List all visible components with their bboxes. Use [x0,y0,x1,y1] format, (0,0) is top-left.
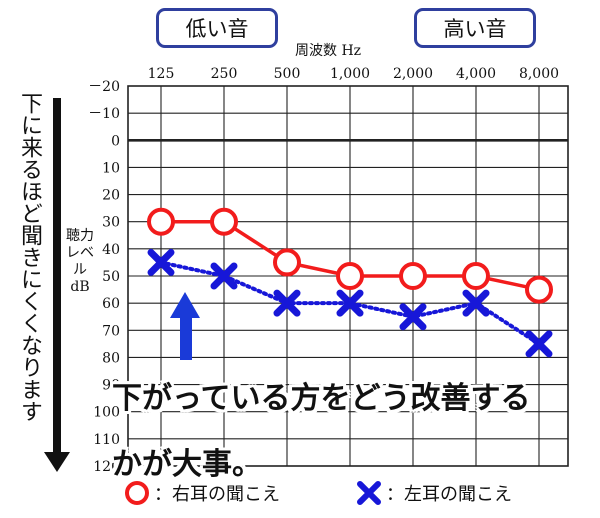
circle-marker-icon [125,481,149,505]
high-tone-box: 高い音 [414,8,536,48]
cross-marker-icon [357,481,381,505]
low-tone-box: 低い音 [156,8,278,48]
left-ear-point [525,330,553,358]
down-arrow-shaft [53,98,61,456]
y-tick-label: －10 [88,106,120,122]
y-tick-label: 20 [102,188,120,204]
left-ear-point [147,248,175,276]
legend-right-ear: ：右耳の聞こえ [124,479,280,507]
left-ear-point [462,289,490,317]
right-ear-point [336,262,364,290]
x-tick-label: 1,000 [330,66,370,82]
left-ear-point [210,262,238,290]
x-tick-label: 500 [274,66,301,82]
legend-right-label: ：右耳の聞こえ [154,484,280,505]
x-tick-label: 125 [148,66,175,82]
y-tick-label: 70 [102,323,120,339]
high-tone-label: 高い音 [443,17,507,41]
y-tick-label: 10 [102,160,120,176]
right-ear-point [462,262,490,290]
y-axis-title: 聴力レベル dB [66,228,94,295]
x-tick-label: 250 [211,66,238,82]
y-tick-label: 0 [111,133,120,149]
y-tick-label: 120 [93,459,120,475]
left-ear-point [273,289,301,317]
y-tick-label: 100 [93,405,120,421]
y-tick-label: 80 [102,350,120,366]
callout-line-2: かが大事。 [112,447,262,482]
y-tick-label: 60 [102,296,120,312]
y-tick-label: 50 [102,269,120,285]
y-tick-label: 90 [102,378,120,394]
x-tick-label: 8,000 [519,66,559,82]
left-ear-point [399,303,427,331]
x-axis-title: 周波数 Hz [295,43,362,59]
right-ear-point [399,262,427,290]
y-tick-label: －20 [88,79,120,95]
x-tick-label: 4,000 [456,66,496,82]
legend-left-ear: ：左耳の聞こえ [356,479,512,507]
right-ear-point [147,207,175,236]
legend-left-label: ：左耳の聞こえ [386,484,512,505]
right-ear-point [210,207,238,236]
y-tick-label: 30 [102,215,120,231]
right-ear-point [525,275,553,304]
side-note: 下に来るほど聞きにくくなります [17,92,42,422]
y-tick-label: 40 [102,242,120,258]
up-arrow-icon [170,292,200,360]
low-tone-label: 低い音 [185,17,249,41]
right-ear-point [273,248,301,277]
y-tick-label: 110 [93,432,120,448]
callout-line-1: 下がっている方をどう改善する [112,381,531,416]
down-arrow-icon [44,452,70,472]
x-tick-label: 2,000 [393,66,433,82]
left-ear-point [336,289,364,317]
